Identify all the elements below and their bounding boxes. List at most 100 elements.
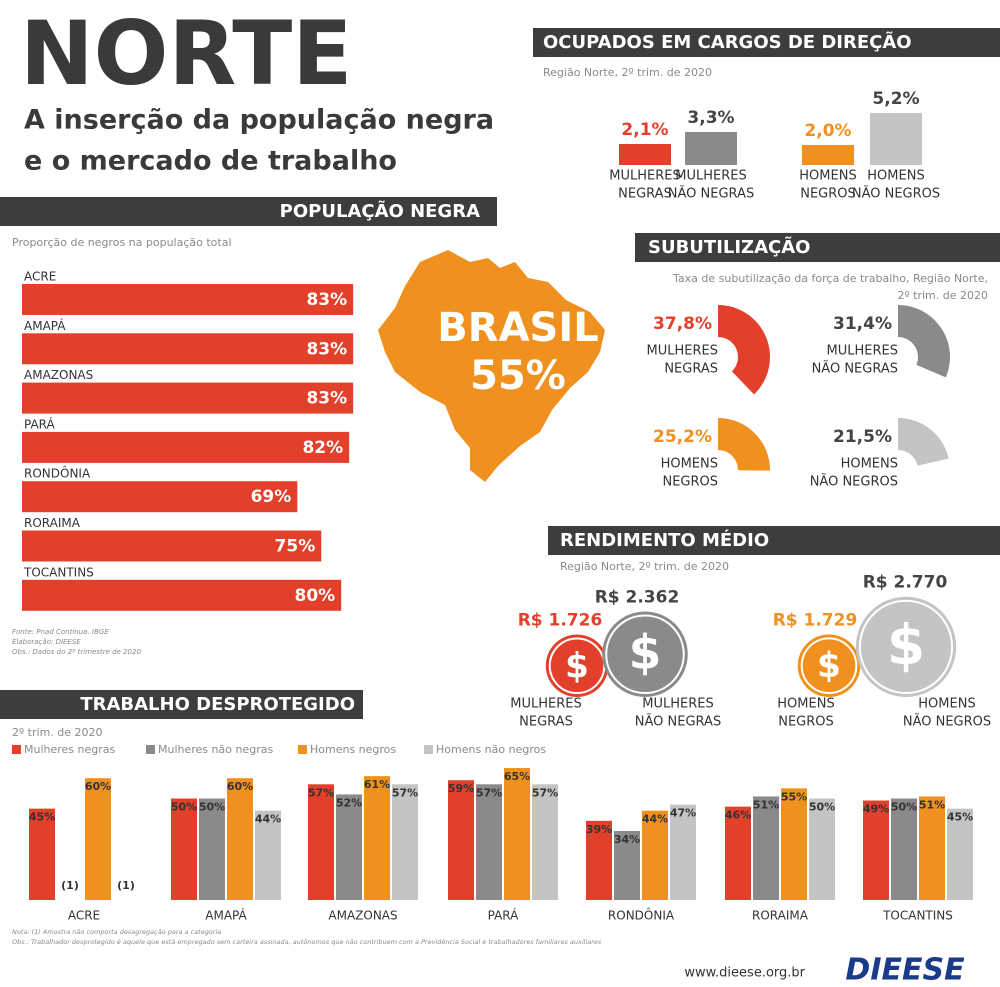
category-label: HOMENS	[661, 457, 718, 472]
main-title: NORTE	[20, 2, 352, 105]
category-label: TOCANTINS	[23, 565, 94, 579]
value-label: 51%	[919, 798, 945, 811]
bar	[891, 798, 917, 900]
value-label: R$ 2.770	[863, 573, 948, 593]
footnote: Obs.: Dados do 2º trimestre de 2020	[12, 648, 141, 656]
value-label: 57%	[532, 786, 558, 799]
bubble	[545, 634, 609, 697]
value-label: 47%	[670, 807, 696, 820]
bar	[22, 284, 354, 315]
category-label: NÃO NEGRAS	[668, 186, 754, 202]
bar	[753, 796, 779, 900]
category-label: HOMENS	[867, 169, 924, 184]
arc-segment	[718, 305, 770, 395]
value-label: (1)	[61, 879, 79, 892]
category-label: MULHERES	[647, 344, 718, 359]
value-label: 59%	[448, 782, 474, 795]
bar	[22, 530, 322, 562]
value-label: (1)	[117, 879, 135, 892]
value-label: 44%	[642, 813, 668, 826]
arc-segment	[718, 418, 771, 471]
dollar-icon: $	[565, 646, 589, 686]
bar	[22, 431, 350, 463]
bar	[85, 778, 111, 900]
category-label: HOMENS	[841, 457, 898, 472]
legend-swatch	[12, 745, 21, 754]
footnote: Fonte: Pnad Contínua. IBGE	[12, 628, 109, 636]
bar	[22, 333, 354, 365]
category-label: MULHERES	[510, 697, 581, 712]
category-label: NEGRAS	[618, 187, 672, 202]
section-subtitle: Região Norte, 2º trim. de 2020	[543, 66, 712, 79]
section-title: TRABALHO DESPROTEGIDO	[80, 694, 355, 715]
main-subtitle: A inserção da população negra	[24, 105, 494, 136]
dollar-icon: $	[817, 646, 841, 686]
section-subtitle: Região Norte, 2º trim. de 2020	[560, 560, 729, 573]
bar	[22, 481, 298, 513]
footnote: Obs.: Trabalhador desprotegido é aquele …	[12, 938, 602, 946]
category-label: NEGROS	[662, 475, 718, 490]
legend-swatch	[146, 745, 155, 754]
legend-label: Mulheres não negras	[158, 743, 273, 756]
bar	[199, 798, 225, 900]
arc-segment	[898, 305, 950, 378]
logo: DIEESE	[845, 953, 965, 987]
bar	[364, 776, 390, 900]
value-label: 25,2%	[653, 427, 712, 447]
bar	[504, 768, 530, 900]
bubble-ring	[605, 614, 685, 695]
value-label: 37,8%	[653, 314, 712, 334]
bar	[809, 798, 835, 900]
bar	[685, 132, 737, 165]
value-label: 69%	[251, 487, 292, 507]
value-label: 39%	[586, 823, 612, 836]
map-annotation: BRASIL	[437, 305, 598, 351]
bar	[863, 800, 889, 900]
legend-swatch	[298, 745, 307, 754]
category-label: PARÁ	[488, 908, 520, 923]
section-header-bar	[0, 690, 363, 719]
bubble	[855, 596, 957, 697]
bar	[619, 144, 671, 165]
category-label: ACRE	[24, 270, 56, 284]
category-label: HOMENS	[777, 697, 834, 712]
legend-swatch	[424, 745, 433, 754]
category-label: NÃO NEGROS	[852, 186, 940, 202]
category-label: PARÁ	[24, 416, 56, 431]
category-label: RORAIMA	[752, 909, 809, 923]
bar	[476, 784, 502, 900]
category-label: HOMENS	[799, 169, 856, 184]
bubble	[602, 611, 688, 697]
section-subtitle: 2º trim. de 2020	[12, 726, 103, 739]
bar	[227, 778, 253, 900]
bar	[171, 798, 197, 900]
section-header-bar	[635, 233, 1000, 262]
category-label: NÃO NEGRAS	[635, 714, 721, 730]
bar	[725, 806, 751, 900]
value-label: 83%	[306, 290, 347, 310]
value-label: 60%	[85, 780, 111, 793]
category-label: MULHERES	[642, 697, 713, 712]
dollar-icon: $	[629, 626, 662, 681]
bar	[670, 804, 696, 900]
value-label: 45%	[29, 811, 55, 824]
bar	[22, 382, 354, 414]
value-label: 75%	[275, 537, 316, 557]
category-label: NEGROS	[800, 187, 856, 202]
value-label: 61%	[364, 778, 390, 791]
footnote: Elaboração: DIEESE	[12, 638, 81, 646]
bar	[802, 145, 854, 165]
value-label: 83%	[306, 339, 347, 359]
value-label: 57%	[392, 786, 418, 799]
value-label: 80%	[294, 586, 335, 606]
bubble-ring	[858, 599, 954, 694]
value-label: 82%	[302, 438, 343, 458]
bar	[781, 788, 807, 900]
bar	[947, 808, 973, 900]
legend-label: Mulheres negras	[24, 743, 116, 756]
dollar-icon: $	[887, 614, 925, 678]
category-label: HOMENS	[918, 697, 975, 712]
bar	[336, 794, 362, 900]
